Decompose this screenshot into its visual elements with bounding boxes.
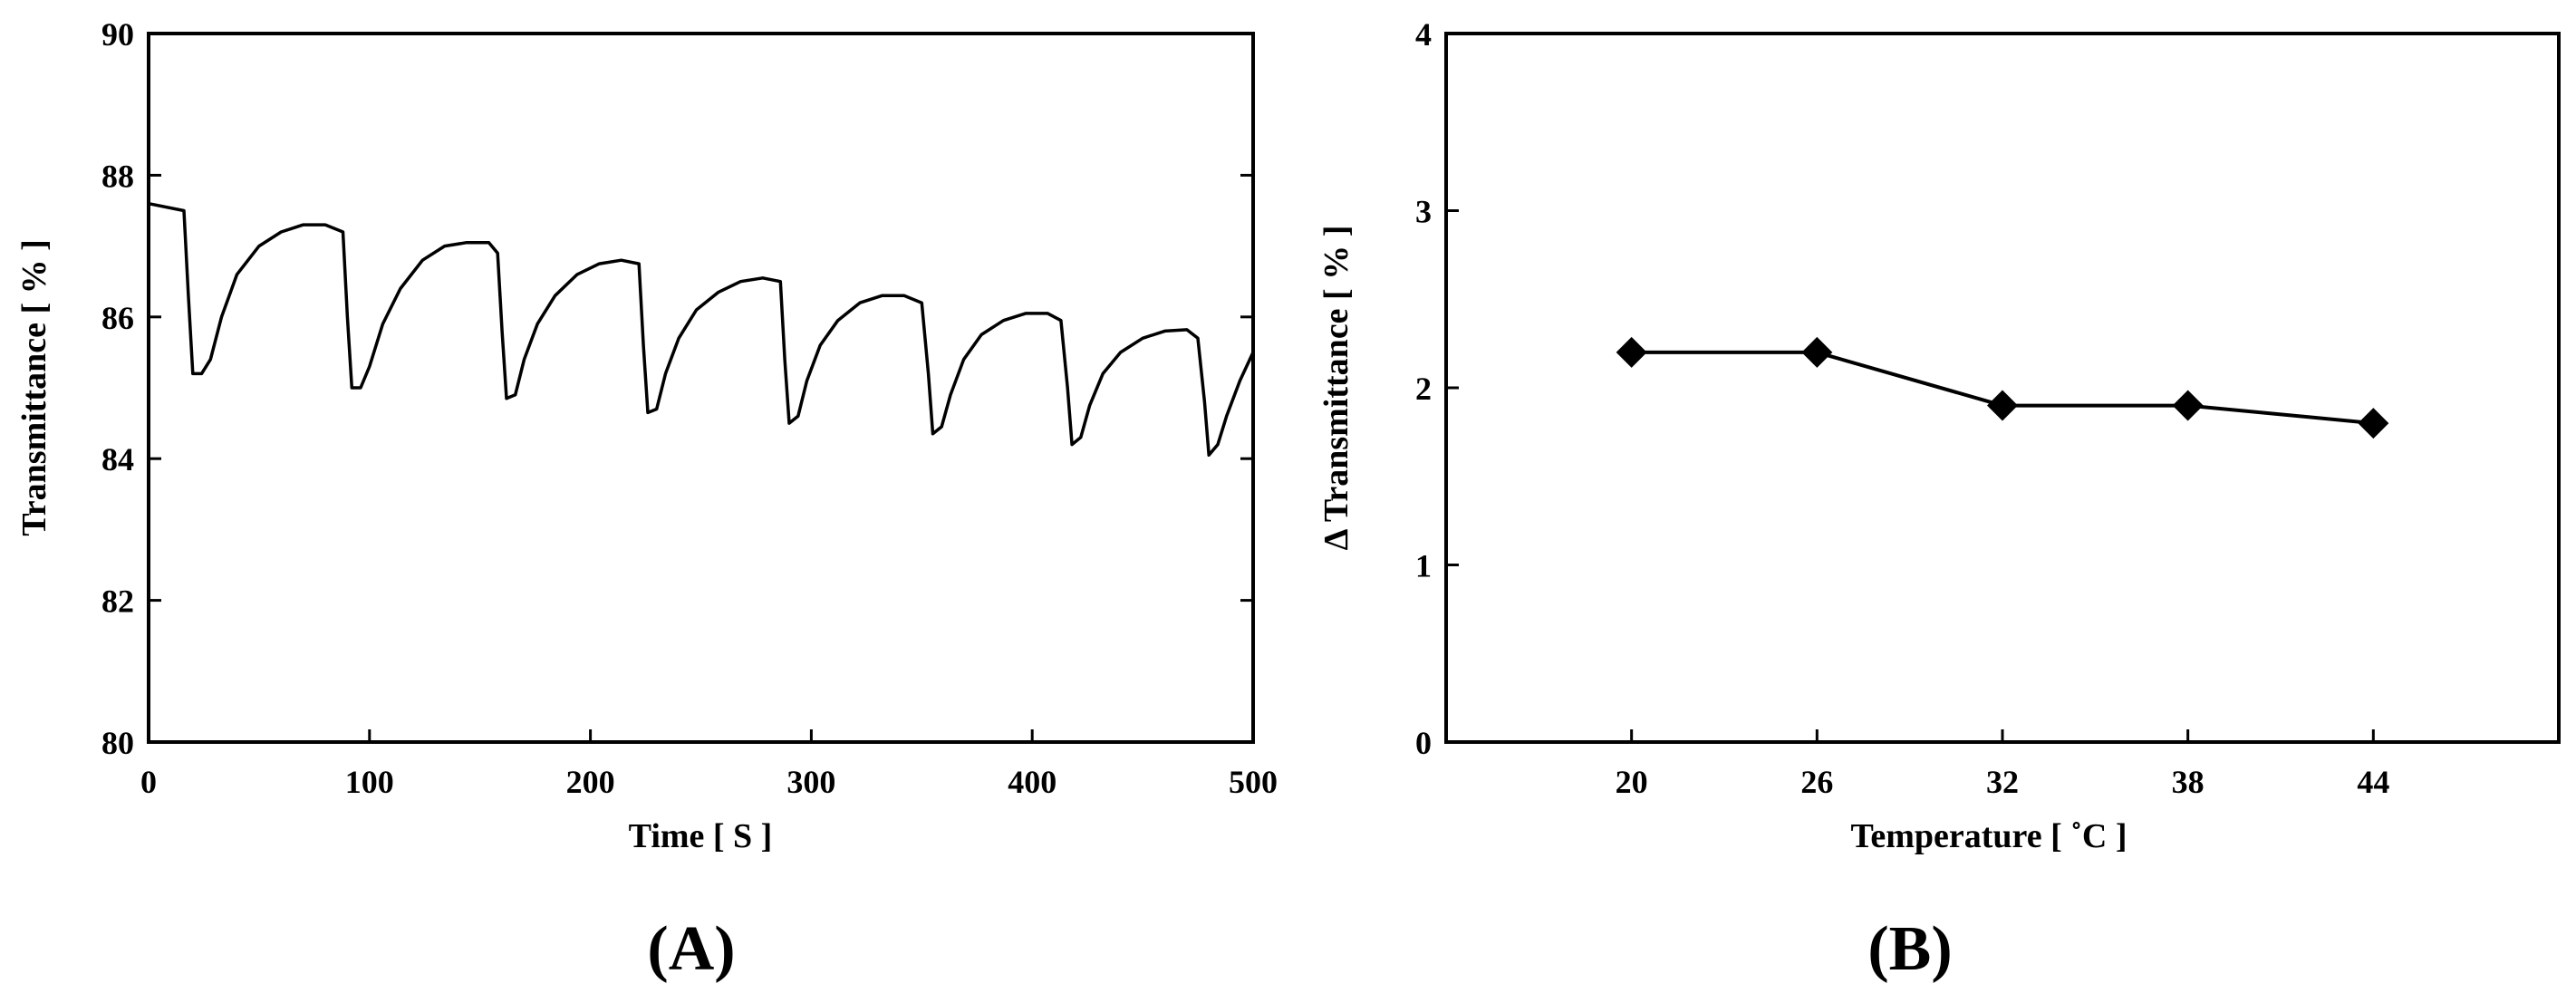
panel-b-y-tick-label: 0 bbox=[1415, 725, 1432, 761]
panel-a-chart: 80 82 84 86 88 90 0 100 200 300 400 500 Time [ S ]… bbox=[15, 16, 1278, 984]
panel-b-y-axis-title: Δ Transmittance [ % ] bbox=[1317, 226, 1356, 551]
panel-a-x-tick-label: 400 bbox=[1008, 764, 1056, 800]
panel-a-plot-frame bbox=[147, 32, 1255, 744]
panel-b-chart: 0 1 2 3 4 20 26 32 38 44 Temperature [ ˚C ] Δ Tr… bbox=[1317, 16, 2561, 984]
panel-b-x-ticks: 20 26 32 38 44 bbox=[1616, 729, 2389, 800]
panel-b-y-tick-label: 1 bbox=[1415, 548, 1432, 584]
panel-a-y-tick-label: 82 bbox=[101, 583, 134, 620]
panel-a-y-tick-label: 88 bbox=[101, 158, 134, 194]
panel-a-x-ticks: 0 100 200 300 400 500 bbox=[140, 729, 1278, 800]
panel-b-plot-frame bbox=[1444, 32, 2561, 744]
panel-b-x-tick-label: 26 bbox=[1800, 764, 1833, 800]
panel-a-x-tick-label: 500 bbox=[1229, 764, 1278, 800]
panel-b-diamond-marker bbox=[1801, 336, 1833, 368]
panel-a-x-tick-label: 100 bbox=[345, 764, 394, 800]
panel-a-y-tick-label: 84 bbox=[101, 441, 134, 477]
panel-b-x-axis-title: Temperature [ ˚C ] bbox=[1851, 817, 2127, 855]
panel-b-x-tick-label: 44 bbox=[2357, 764, 2389, 800]
panel-b-x-tick-label: 38 bbox=[2172, 764, 2205, 800]
panel-b-diamond-marker bbox=[2172, 390, 2204, 421]
panel-b-diamond-marker bbox=[1616, 336, 1647, 368]
panel-a-x-tick-label: 200 bbox=[566, 764, 615, 800]
panel-a-x-tick-label: 300 bbox=[786, 764, 835, 800]
panel-b-y-ticks: 0 1 2 3 4 bbox=[1415, 16, 1459, 761]
panel-a-x-tick-label: 0 bbox=[140, 764, 157, 800]
panel-a-y-tick-label: 90 bbox=[101, 16, 134, 53]
panel-b-markers bbox=[1616, 336, 2389, 439]
panel-b-y-tick-label: 2 bbox=[1415, 371, 1432, 407]
panel-b-y-tick-label: 3 bbox=[1415, 194, 1432, 230]
panel-b-y-tick-label: 4 bbox=[1415, 16, 1432, 53]
panel-a-y-ticks: 80 82 84 86 88 90 bbox=[101, 16, 1253, 761]
panel-b-diamond-marker bbox=[1987, 390, 2018, 421]
panel-a-x-axis-title: Time [ S ] bbox=[629, 817, 773, 855]
panel-a-y-tick-label: 80 bbox=[101, 725, 134, 761]
panel-a-y-axis-title: Transmittance [ % ] bbox=[15, 239, 53, 536]
panel-a-transmittance-line bbox=[148, 201, 1255, 458]
panel-b-x-tick-label: 32 bbox=[1986, 764, 2019, 800]
panel-b-label: (B) bbox=[1867, 914, 1952, 984]
panel-a-label: (A) bbox=[647, 914, 735, 984]
panel-b-x-tick-label: 20 bbox=[1616, 764, 1648, 800]
panel-a-y-tick-label: 86 bbox=[101, 300, 134, 336]
panel-b-diamond-marker bbox=[2358, 408, 2389, 439]
